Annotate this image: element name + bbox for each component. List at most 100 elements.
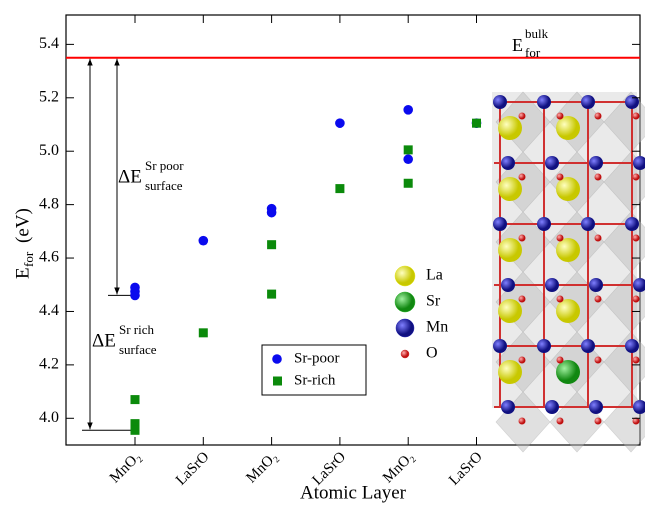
structure-legend-label: Sr <box>426 293 441 310</box>
x-tick-label: LaSrO <box>446 449 486 489</box>
data-point <box>199 236 209 246</box>
y-tick-label: 4.6 <box>39 249 59 266</box>
mn-atom <box>545 156 559 170</box>
data-point <box>335 184 344 193</box>
mn-atom <box>589 156 603 170</box>
structure-legend-label: Mn <box>426 319 448 336</box>
a-site-atom <box>556 238 580 262</box>
mn-atom <box>537 95 551 109</box>
annotation-base: ΔE <box>118 166 142 187</box>
data-point <box>199 328 208 337</box>
mn-atom <box>545 400 559 414</box>
data-point <box>267 240 276 249</box>
mn-atom <box>589 400 603 414</box>
mn-atom <box>501 278 515 292</box>
data-point <box>267 208 277 218</box>
reference-label-sub: for <box>525 45 541 60</box>
o-atom <box>633 235 640 242</box>
a-site-atom <box>498 360 522 384</box>
o-atom <box>633 174 640 181</box>
o-atom <box>557 357 564 364</box>
y-tick-label: 5.4 <box>39 35 59 52</box>
y-tick-label: 4.2 <box>39 356 59 373</box>
annotation-sup: Sr rich <box>119 322 155 337</box>
o-atom <box>519 296 526 303</box>
structure-legend-marker <box>396 319 414 337</box>
x-tick-label: MnO₂ <box>380 449 417 486</box>
reference-label-base: E <box>512 35 523 55</box>
mn-atom <box>537 339 551 353</box>
mn-atom <box>625 217 639 231</box>
o-atom <box>519 113 526 120</box>
crystal-structure <box>492 92 645 452</box>
structure-legend-label: La <box>426 267 443 284</box>
a-site-atom <box>556 116 580 140</box>
mn-atom <box>537 217 551 231</box>
data-point <box>403 154 413 164</box>
reference-label-sup: bulk <box>525 26 549 41</box>
mn-atom <box>625 95 639 109</box>
structure-legend-marker <box>395 266 415 286</box>
a-site-atom <box>498 299 522 323</box>
o-atom <box>557 113 564 120</box>
legend-marker <box>272 354 282 364</box>
o-atom <box>633 113 640 120</box>
o-atom <box>519 418 526 425</box>
y-tick-label: 4.8 <box>39 195 59 212</box>
data-point <box>131 426 140 435</box>
o-atom <box>557 296 564 303</box>
y-tick-label: 5.2 <box>39 88 59 105</box>
y-label-sub: for <box>21 251 36 267</box>
data-point <box>335 118 345 128</box>
a-site-atom <box>556 360 580 384</box>
mn-atom <box>493 95 507 109</box>
o-atom <box>633 357 640 364</box>
mn-atom <box>545 278 559 292</box>
o-atom <box>519 357 526 364</box>
y-tick-label: 4.4 <box>39 302 59 319</box>
mn-atom <box>493 339 507 353</box>
mn-atom <box>501 156 515 170</box>
a-site-atom <box>556 299 580 323</box>
o-atom <box>519 174 526 181</box>
annotation-base: ΔE <box>92 330 116 351</box>
o-atom <box>595 113 602 120</box>
mn-atom <box>589 278 603 292</box>
data-point <box>403 105 413 115</box>
y-label-base: E <box>12 267 33 279</box>
annotation-sub: surface <box>119 342 157 357</box>
o-atom <box>557 235 564 242</box>
o-atom <box>633 296 640 303</box>
structure-legend-marker <box>395 292 415 312</box>
data-point <box>472 119 481 128</box>
x-tick-label: MnO₂ <box>107 449 144 486</box>
legend-marker <box>273 377 282 386</box>
a-site-atom <box>498 238 522 262</box>
o-atom <box>595 357 602 364</box>
o-atom <box>557 174 564 181</box>
y-label-unit: (eV) <box>12 208 33 243</box>
structure-legend-label: O <box>426 345 438 362</box>
o-atom <box>595 418 602 425</box>
data-point <box>404 145 413 154</box>
annotation-sub: surface <box>145 178 183 193</box>
mn-atom <box>493 217 507 231</box>
mn-atom <box>581 339 595 353</box>
structure-legend-marker <box>401 350 409 358</box>
x-tick-label: MnO₂ <box>243 449 280 486</box>
legend-label: Sr-poor <box>294 350 340 366</box>
mn-atom <box>581 217 595 231</box>
o-atom <box>595 296 602 303</box>
mn-atom <box>501 400 515 414</box>
y-axis-label: E for (eV) <box>12 208 36 279</box>
data-point <box>130 291 140 301</box>
mn-atom <box>581 95 595 109</box>
o-atom <box>519 235 526 242</box>
legend-label: Sr-rich <box>294 372 336 388</box>
y-tick-label: 4.0 <box>39 409 59 426</box>
data-point <box>131 395 140 404</box>
a-site-atom <box>498 116 522 140</box>
a-site-atom <box>498 177 522 201</box>
y-tick-label: 5.0 <box>39 142 59 159</box>
data-point <box>267 290 276 299</box>
